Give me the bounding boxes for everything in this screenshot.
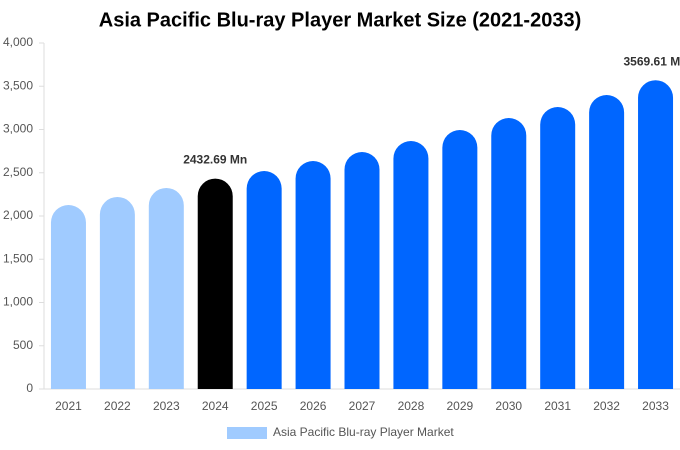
x-tick-label: 2021 — [55, 399, 82, 413]
x-tick-label: 2025 — [251, 399, 278, 413]
x-tick-label: 2032 — [593, 399, 620, 413]
bar — [540, 107, 576, 389]
bar — [638, 80, 674, 390]
bar — [99, 196, 135, 389]
chart-title: Asia Pacific Blu-ray Player Market Size … — [99, 9, 581, 31]
y-tick-label: 0 — [26, 381, 33, 395]
x-tick-label: 2031 — [544, 399, 571, 413]
bar — [442, 130, 478, 390]
x-tick-label: 2029 — [446, 399, 473, 413]
y-tick-label: 1,000 — [3, 295, 33, 309]
y-tick-label: 500 — [13, 338, 33, 352]
x-tick-label: 2028 — [398, 399, 425, 413]
y-tick-label: 4,000 — [3, 35, 33, 49]
y-tick-label: 2,000 — [3, 208, 33, 222]
bar — [344, 151, 380, 389]
legend-label: Asia Pacific Blu-ray Player Market — [273, 425, 454, 439]
x-tick-label: 2022 — [104, 399, 131, 413]
data-label: 2432.69 Mn — [183, 153, 247, 167]
y-tick-label: 2,500 — [3, 165, 33, 179]
x-tick-label: 2030 — [495, 399, 522, 413]
x-tick-label: 2026 — [300, 399, 327, 413]
y-tick-label: 1,500 — [3, 251, 33, 265]
y-tick-label: 3,000 — [3, 122, 33, 136]
bar — [491, 117, 527, 390]
bar — [246, 171, 282, 389]
data-label: 3569.61 Mn — [624, 54, 680, 68]
x-tick-label: 2023 — [153, 399, 180, 413]
bar — [148, 187, 184, 389]
y-tick-label: 3,500 — [3, 78, 33, 92]
x-tick-label: 2033 — [642, 399, 669, 413]
legend-swatch — [227, 427, 267, 439]
x-tick-label: 2024 — [202, 399, 229, 413]
bar — [589, 94, 625, 389]
x-tick-label: 2027 — [349, 399, 376, 413]
bar — [393, 141, 429, 389]
bar — [50, 205, 86, 389]
bar — [197, 178, 233, 389]
bar — [295, 160, 331, 389]
